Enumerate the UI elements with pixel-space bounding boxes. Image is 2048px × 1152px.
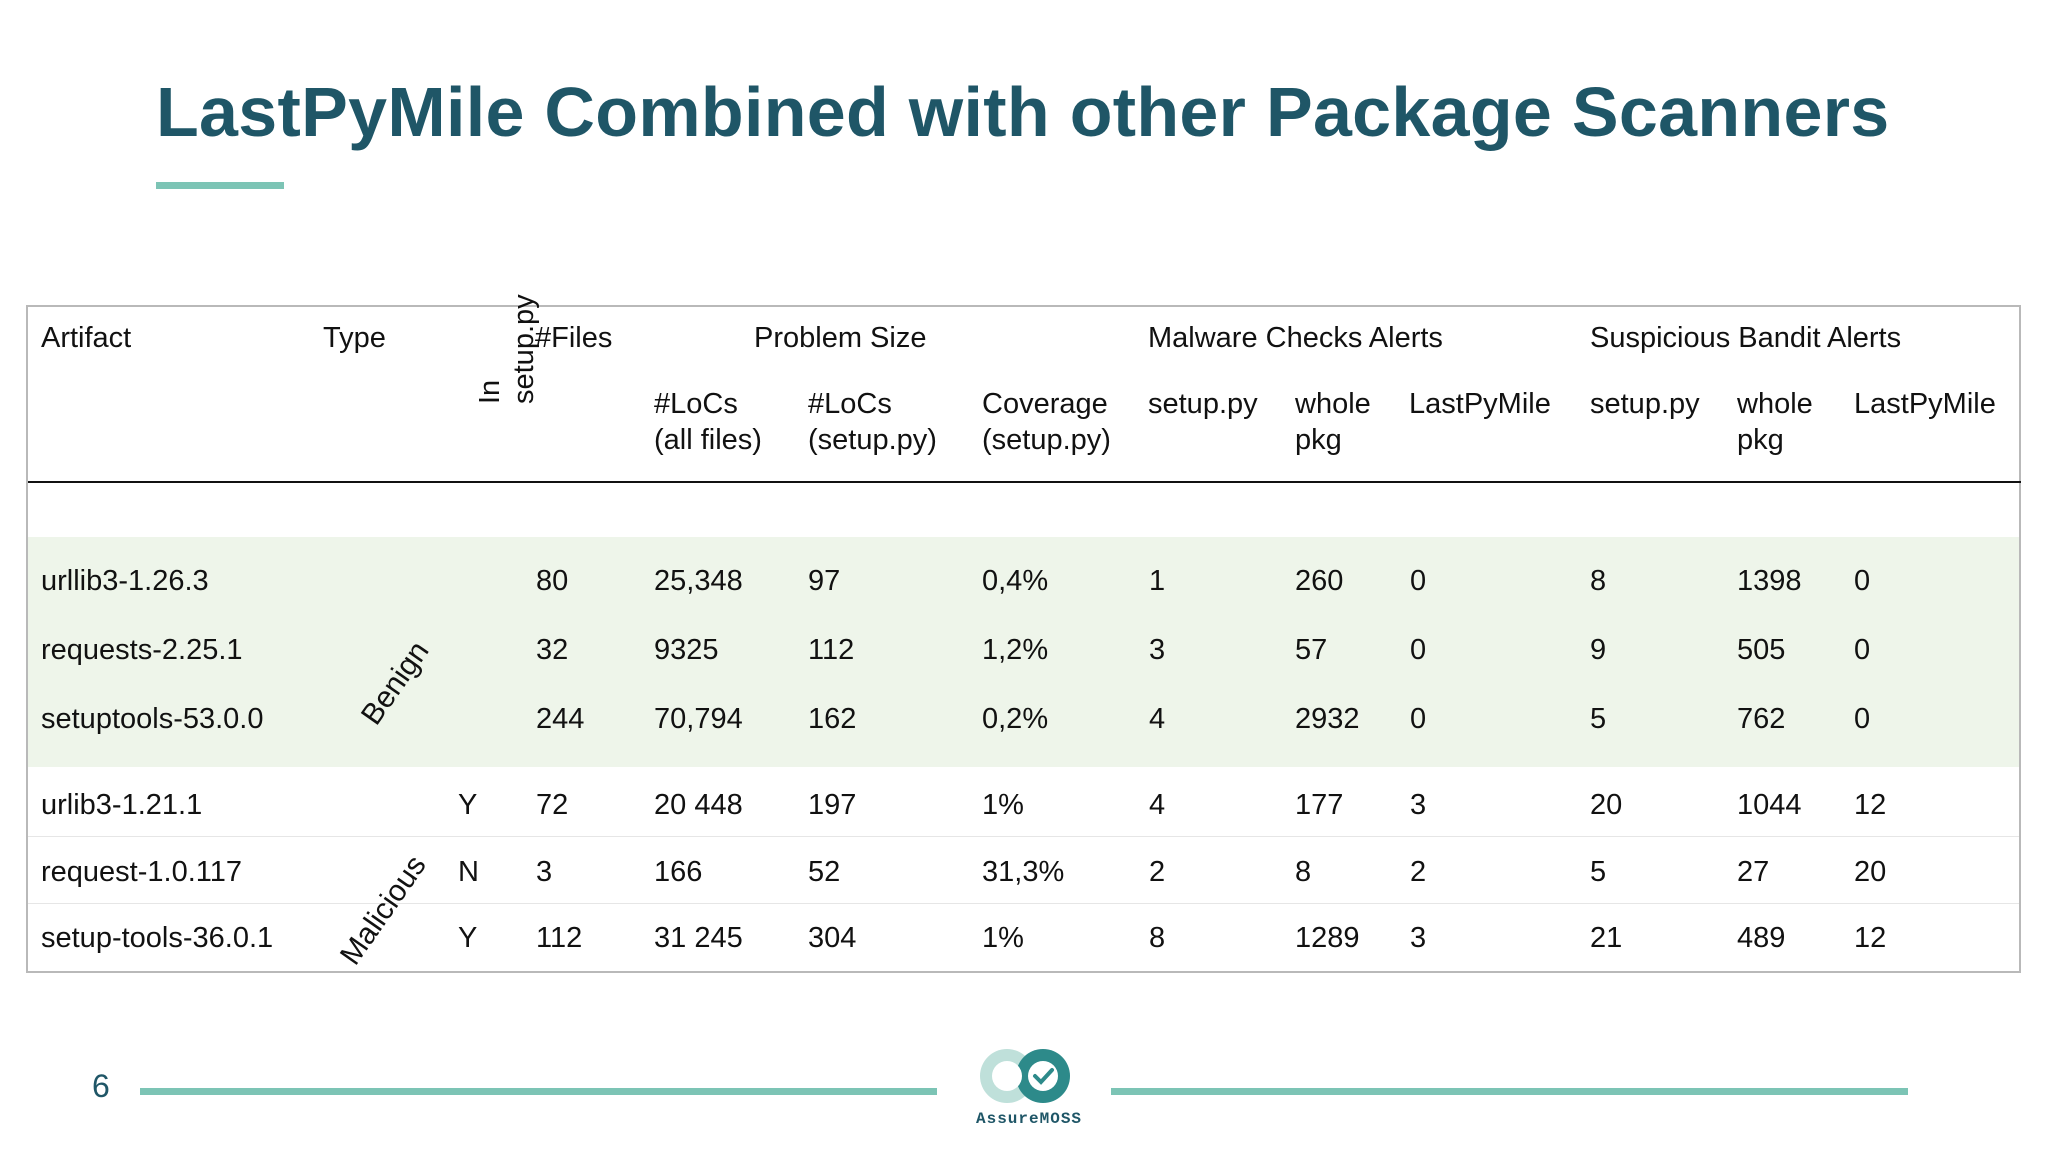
header-bandit-alerts: Suspicious Bandit Alerts <box>1590 322 1902 354</box>
cell-locs-all: 20 448 <box>654 789 743 821</box>
header-bandit-whole: whole pkg <box>1737 388 1813 456</box>
cell-locs-setup: 97 <box>808 565 841 597</box>
cell-mal-setup: 4 <box>1149 789 1166 821</box>
cell-files: 32 <box>536 634 569 666</box>
cell-artifact: requests-2.25.1 <box>41 634 243 666</box>
cell-mal-lpm: 3 <box>1410 922 1427 954</box>
cell-mal-whole: 57 <box>1295 634 1328 666</box>
cell-mal-lpm: 3 <box>1410 789 1427 821</box>
cell-coverage: 1% <box>982 922 1024 954</box>
cell-ban-setup: 8 <box>1590 565 1607 597</box>
header-coverage: Coverage (setup.py) <box>982 388 1111 456</box>
header-type: Type <box>323 322 386 354</box>
cell-coverage: 31,3% <box>982 856 1065 888</box>
cell-locs-all: 31 245 <box>654 922 743 954</box>
cell-mal-lpm: 0 <box>1410 703 1427 735</box>
logo-text: AssureMOSS <box>976 1110 1083 1128</box>
cell-ban-setup: 9 <box>1590 634 1607 666</box>
header-problem-size: Problem Size <box>754 322 927 354</box>
cell-artifact: setuptools-53.0.0 <box>41 703 264 735</box>
cell-ban-lpm: 0 <box>1854 703 1871 735</box>
cell-artifact: urllib3-1.26.3 <box>41 565 209 597</box>
cell-mal-lpm: 2 <box>1410 856 1427 888</box>
cell-mal-setup: 8 <box>1149 922 1166 954</box>
cell-ban-lpm: 0 <box>1854 565 1871 597</box>
header-files: #Files <box>535 322 613 354</box>
slide-title: LastPyMile Combined with other Package S… <box>156 73 1890 151</box>
cell-in-setup: N <box>458 856 479 888</box>
cell-ban-lpm: 0 <box>1854 634 1871 666</box>
cell-ban-setup: 21 <box>1590 922 1623 954</box>
cell-coverage: 1% <box>982 789 1024 821</box>
cell-ban-whole: 27 <box>1737 856 1770 888</box>
cell-artifact: urlib3-1.21.1 <box>41 789 203 821</box>
footer-line-left <box>140 1088 937 1095</box>
cell-locs-all: 9325 <box>654 634 719 666</box>
cell-mal-whole: 1289 <box>1295 922 1360 954</box>
cell-mal-setup: 1 <box>1149 565 1166 597</box>
header-rule <box>28 481 2021 483</box>
title-underline <box>156 182 284 189</box>
cell-locs-setup: 304 <box>808 922 857 954</box>
header-bandit-lastpymile: LastPyMile <box>1854 388 1996 420</box>
cell-mal-setup: 3 <box>1149 634 1166 666</box>
footer-line-right <box>1111 1088 1908 1095</box>
cell-ban-lpm: 12 <box>1854 789 1887 821</box>
cell-locs-all: 70,794 <box>654 703 743 735</box>
cell-coverage: 0,2% <box>982 703 1049 735</box>
cell-files: 72 <box>536 789 569 821</box>
header-malware-whole: whole pkg <box>1295 388 1371 456</box>
cell-locs-all: 25,348 <box>654 565 743 597</box>
cell-locs-setup: 162 <box>808 703 857 735</box>
cell-mal-setup: 4 <box>1149 703 1166 735</box>
cell-mal-whole: 2932 <box>1295 703 1360 735</box>
cell-ban-whole: 489 <box>1737 922 1786 954</box>
cell-locs-setup: 197 <box>808 789 857 821</box>
cell-locs-all: 166 <box>654 856 703 888</box>
cell-mal-whole: 8 <box>1295 856 1312 888</box>
header-locs-setup: #LoCs (setup.py) <box>808 388 937 456</box>
cell-files: 112 <box>536 922 583 954</box>
cell-ban-setup: 20 <box>1590 789 1623 821</box>
header-in-setup: In setup.py <box>474 294 540 404</box>
cell-ban-setup: 5 <box>1590 703 1607 735</box>
cell-in-setup: Y <box>458 922 478 954</box>
cell-ban-whole: 1044 <box>1737 789 1802 821</box>
header-locs-all: #LoCs (all files) <box>654 388 762 456</box>
row-separator <box>28 836 2019 837</box>
benign-rows-band <box>28 537 2019 767</box>
cell-mal-whole: 260 <box>1295 565 1344 597</box>
header-malware-setup: setup.py <box>1148 388 1258 420</box>
cell-mal-lpm: 0 <box>1410 565 1427 597</box>
cell-coverage: 1,2% <box>982 634 1049 666</box>
cell-ban-lpm: 12 <box>1854 922 1887 954</box>
header-artifact: Artifact <box>41 322 132 354</box>
header-bandit-setup: setup.py <box>1590 388 1700 420</box>
cell-ban-setup: 5 <box>1590 856 1607 888</box>
cell-coverage: 0,4% <box>982 565 1049 597</box>
cell-ban-whole: 762 <box>1737 703 1786 735</box>
cell-files: 3 <box>536 856 553 888</box>
header-malware-lastpymile: LastPyMile <box>1409 388 1551 420</box>
cell-files: 244 <box>536 703 585 735</box>
cell-artifact: setup-tools-36.0.1 <box>41 922 274 954</box>
header-malware-checks: Malware Checks Alerts <box>1148 322 1443 354</box>
cell-files: 80 <box>536 565 569 597</box>
cell-ban-lpm: 20 <box>1854 856 1887 888</box>
cell-ban-whole: 505 <box>1737 634 1786 666</box>
results-table <box>26 305 2021 973</box>
cell-mal-setup: 2 <box>1149 856 1166 888</box>
cell-artifact: request-1.0.117 <box>41 856 242 888</box>
page-number: 6 <box>92 1068 110 1104</box>
cell-mal-whole: 177 <box>1295 789 1344 821</box>
assuremoss-logo-icon <box>980 1049 1070 1103</box>
cell-ban-whole: 1398 <box>1737 565 1802 597</box>
cell-locs-setup: 52 <box>808 856 841 888</box>
cell-locs-setup: 112 <box>808 634 855 666</box>
row-separator <box>28 903 2019 904</box>
cell-mal-lpm: 0 <box>1410 634 1427 666</box>
cell-in-setup: Y <box>458 789 478 821</box>
